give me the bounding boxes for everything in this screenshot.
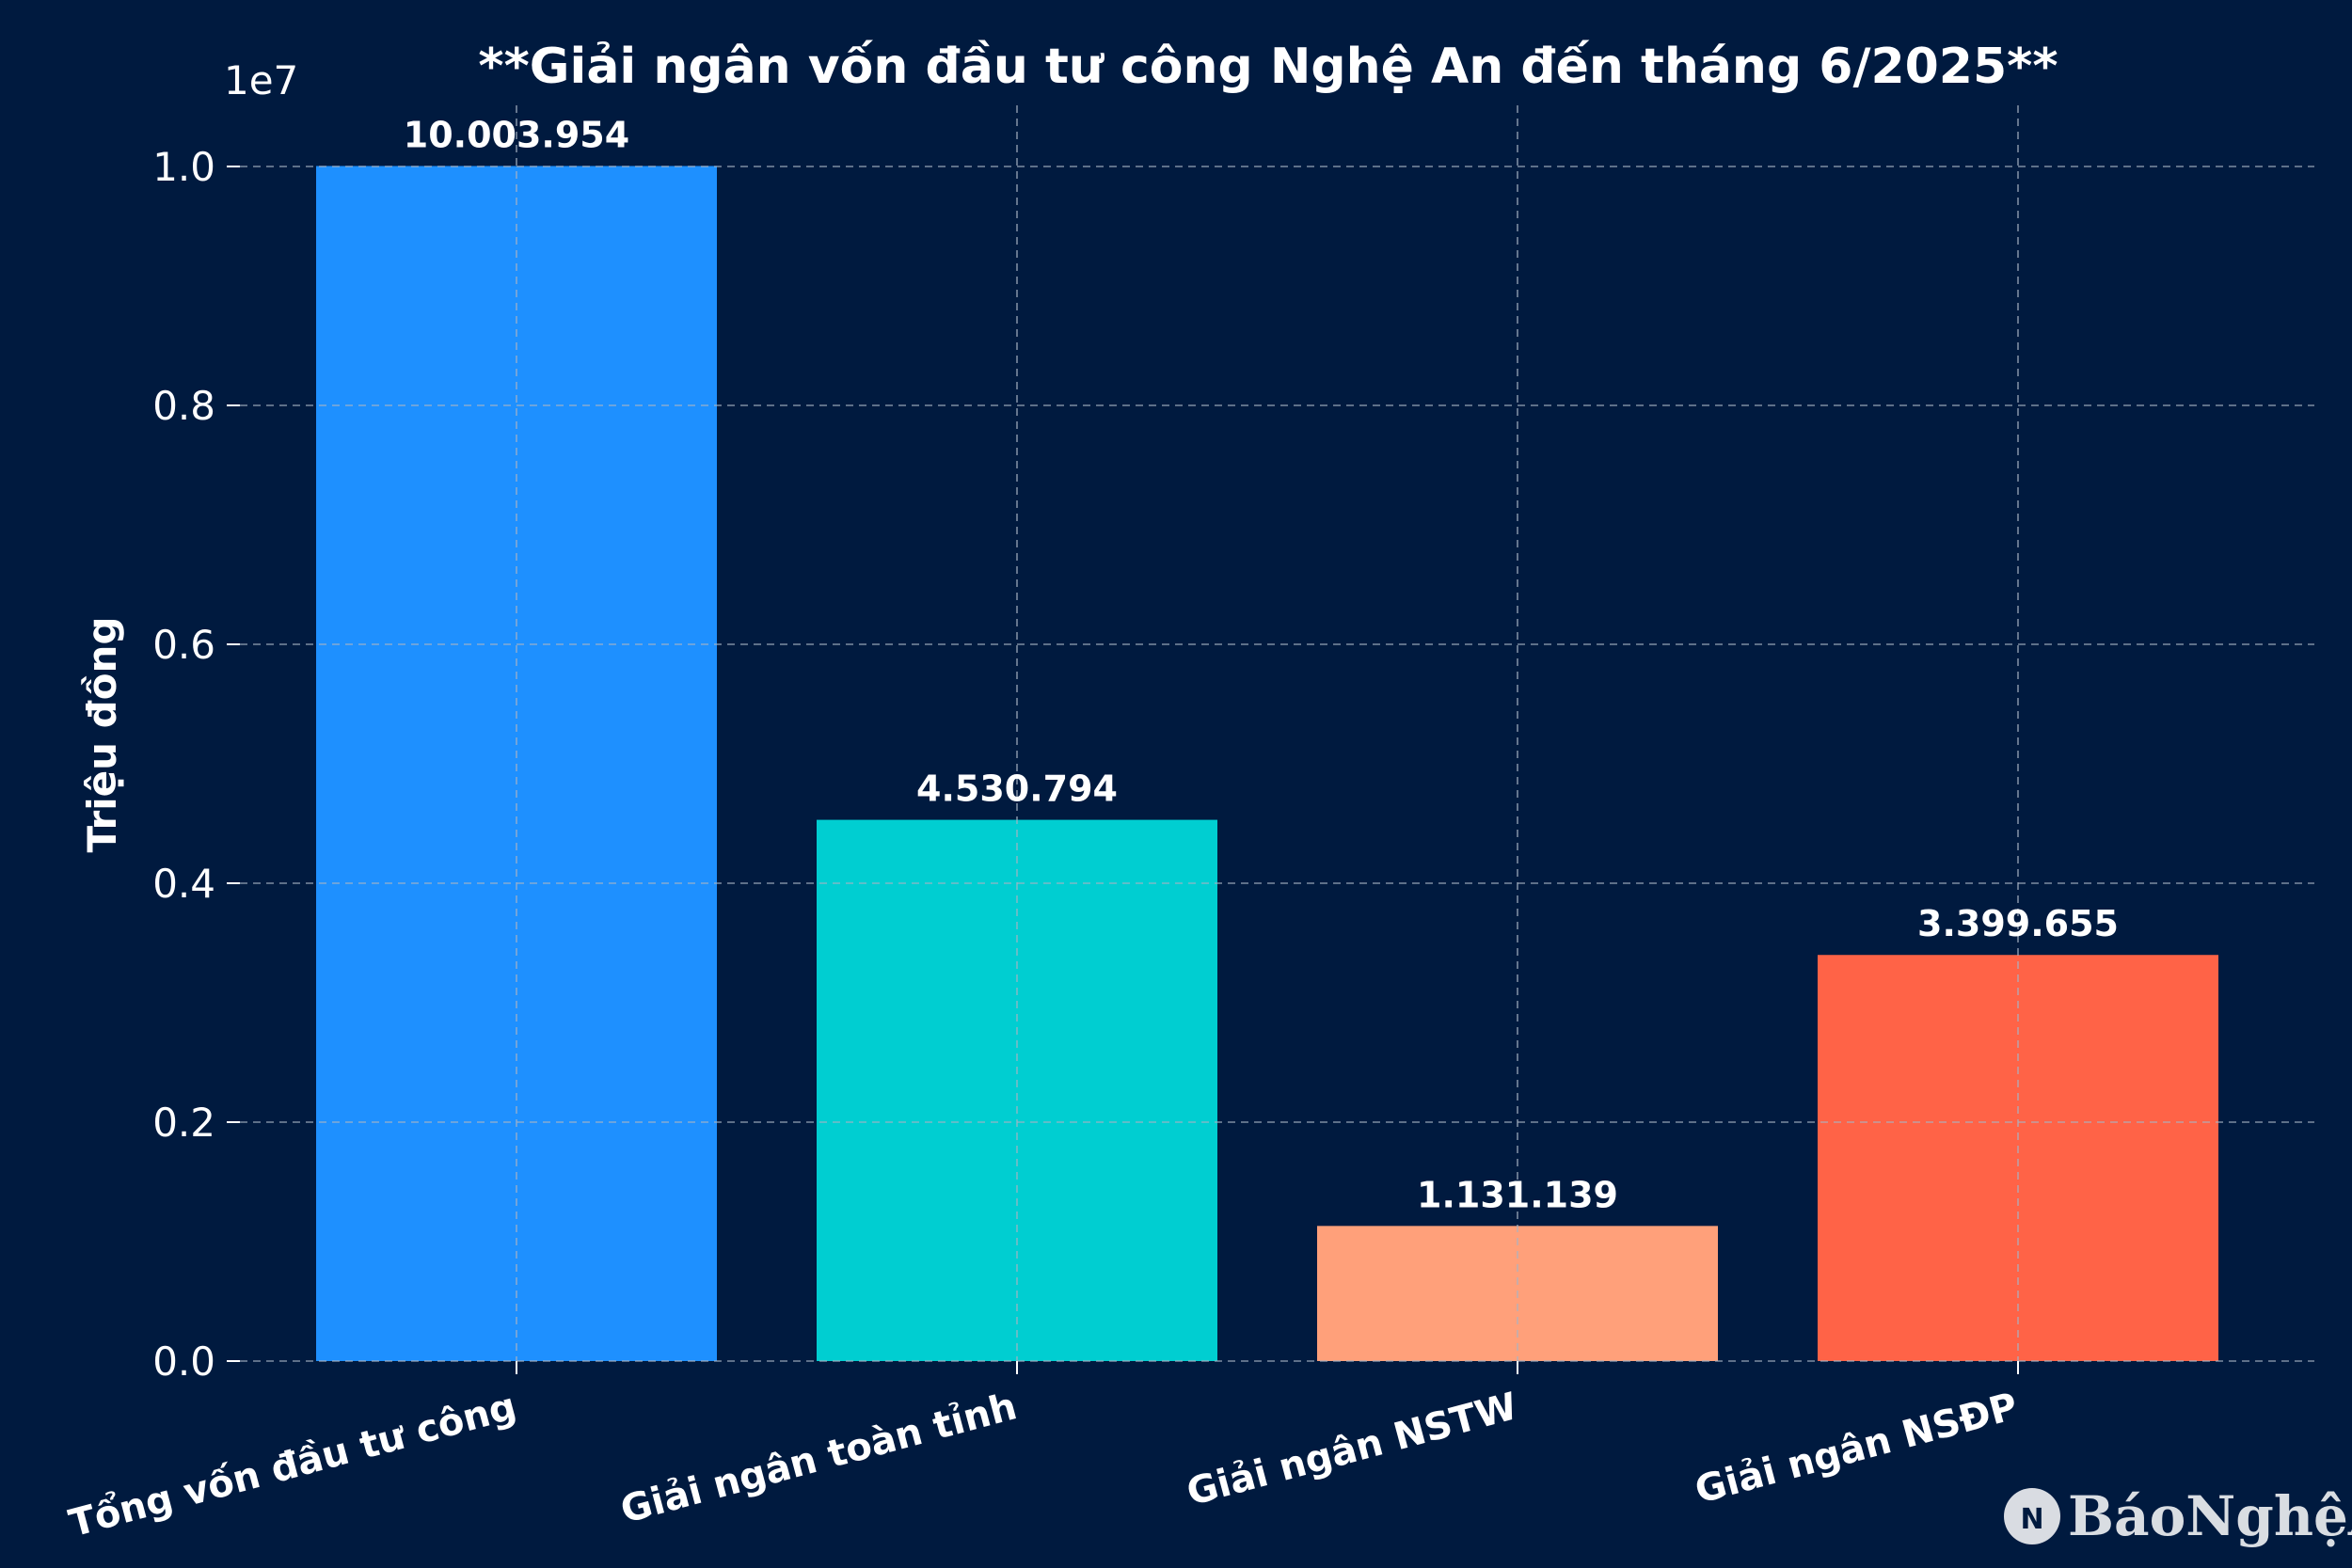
- y-tick-label: 0.0: [152, 1338, 215, 1385]
- chart-title: **Giải ngân vốn đầu tư công Nghệ An đến …: [478, 39, 2058, 95]
- data-labels: 10.003.954 4.530.794 1.131.139 3.399.655: [404, 114, 2119, 1215]
- data-label: 10.003.954: [404, 114, 629, 155]
- watermark: N BáoNghệAn: [2004, 1484, 2352, 1548]
- logo-glyph: N: [2020, 1503, 2043, 1536]
- nghe-an-logo-icon: [2004, 1488, 2060, 1544]
- grid-lines: [240, 105, 2314, 1362]
- data-label: 1.131.139: [1417, 1174, 1618, 1215]
- axis-offset-label: 1e7: [224, 57, 298, 103]
- x-tick-label: Giải ngân NSTW: [1183, 1385, 1522, 1514]
- bars: [316, 166, 2218, 1362]
- y-tick-label: 0.4: [152, 861, 215, 907]
- y-tick-label: 0.6: [152, 622, 215, 668]
- y-tick-label: 0.8: [152, 383, 215, 429]
- x-tick-label: Giải ngân NSĐP: [1691, 1385, 2023, 1513]
- x-tick-label: Giải ngân toàn tỉnh: [616, 1385, 1022, 1532]
- y-tick-label: 1.0: [152, 144, 215, 190]
- x-tick-label: Tổng vốn đầu tư công: [64, 1383, 520, 1545]
- data-label: 4.530.794: [916, 768, 1118, 810]
- watermark-text: BáoNghệAn: [2068, 1484, 2352, 1548]
- data-label: 3.399.655: [1917, 903, 2119, 944]
- y-axis-label: Triệu đồng: [79, 616, 125, 852]
- y-tick-label: 0.2: [152, 1100, 215, 1146]
